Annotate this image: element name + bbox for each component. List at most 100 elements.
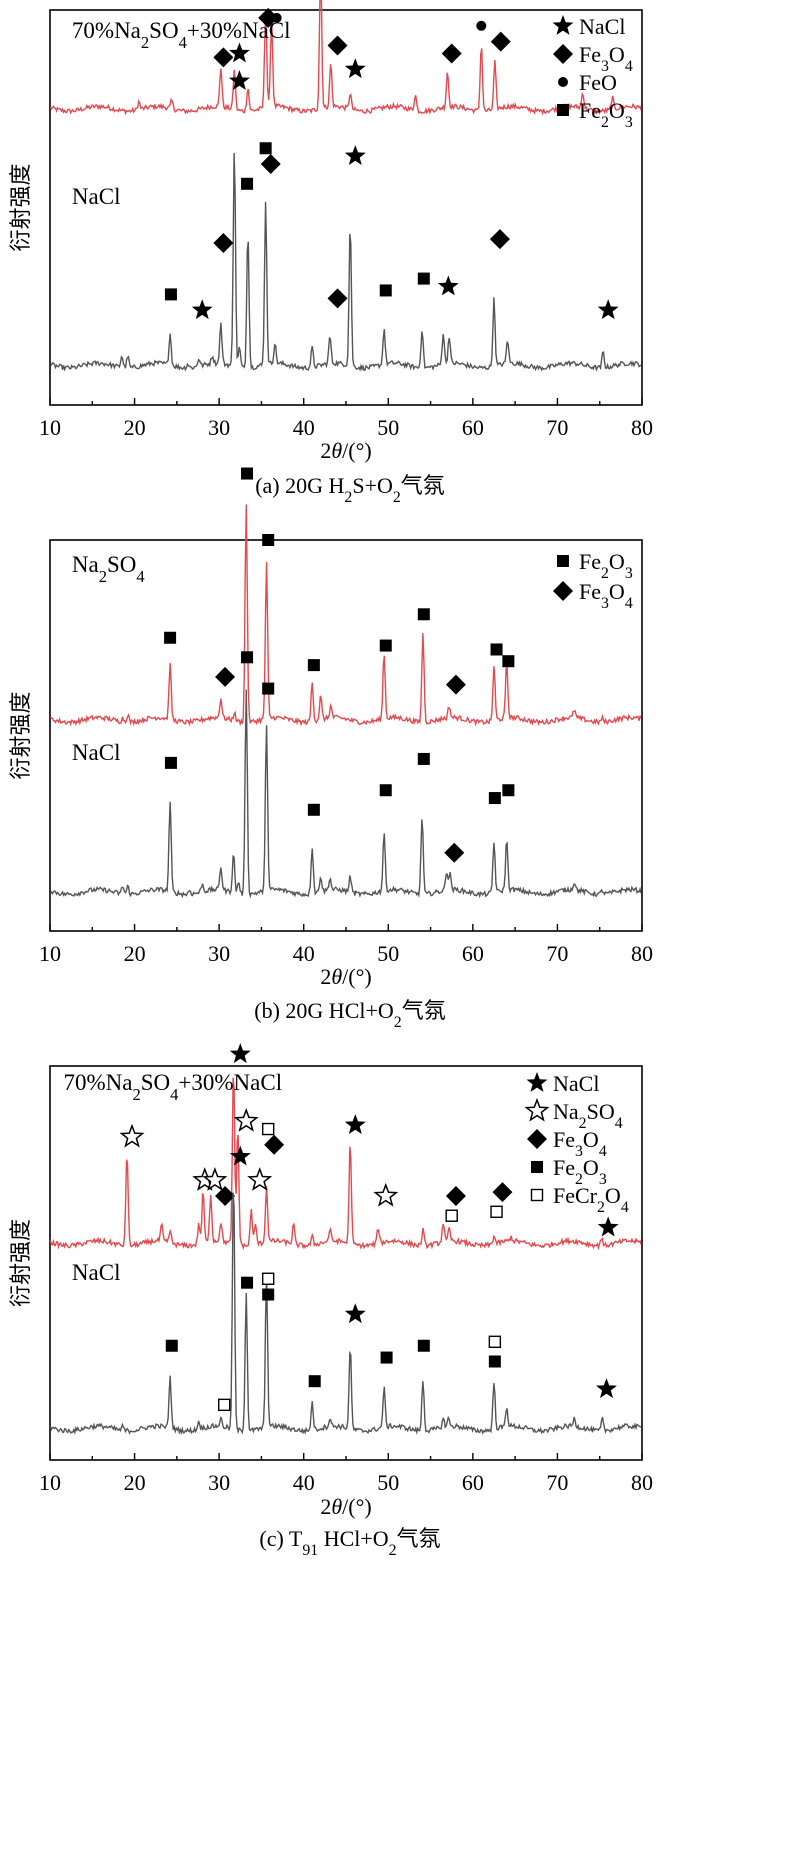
phase-marker-diamond (327, 288, 348, 309)
legend-label: NaCl (579, 14, 625, 39)
series-label: NaCl (72, 740, 121, 765)
diffraction-pattern-line (49, 1192, 642, 1436)
x-tick-label: 10 (39, 941, 61, 966)
legend-label: FeO (579, 70, 617, 95)
x-tick-label: 50 (377, 941, 399, 966)
x-tick-label: 80 (631, 415, 653, 440)
diffraction-pattern-line (49, 1077, 642, 1251)
phase-marker-square (308, 1375, 321, 1388)
plot-frame (49, 539, 643, 932)
phase-marker-diamond (441, 43, 462, 64)
phase-marker-square (165, 1339, 178, 1352)
legend-marker-diamond (553, 581, 573, 601)
phase-marker-diamond (213, 233, 234, 254)
phase-marker-square (417, 608, 430, 621)
legend-label: Fe3O4 (553, 1127, 607, 1160)
phase-marker-diamond (492, 1182, 513, 1203)
legend-label: Fe2O3 (579, 98, 633, 131)
series-label: 70%Na2SO4+30%NaCl (63, 1070, 282, 1104)
plot-frame (49, 1065, 643, 1461)
x-axis-label: 2θ/(°) (320, 438, 371, 463)
phase-marker-square (502, 784, 515, 797)
x-axis-label: 2θ/(°) (320, 964, 371, 989)
x-tick-label: 10 (39, 1470, 61, 1495)
series-upper: Na2SO4 (49, 467, 642, 727)
x-tick-label: 60 (462, 1470, 484, 1495)
phase-marker-star (596, 1378, 617, 1398)
phase-marker-diamond (327, 35, 348, 56)
diffraction-pattern-line (49, 0, 642, 116)
diffraction-pattern-line (49, 504, 642, 727)
phase-marker-square (164, 756, 177, 769)
legend-marker-star (526, 1072, 548, 1092)
legend-label: Fe3O4 (579, 42, 633, 75)
phase-marker-star (344, 145, 366, 166)
phase-marker-square (241, 177, 254, 190)
phase-marker-circle (271, 12, 282, 23)
phase-marker-square (259, 142, 272, 155)
phase-marker-square (379, 784, 392, 797)
x-tick-label: 50 (377, 415, 399, 440)
legend-label: Fe2O3 (579, 549, 633, 582)
legend-marker-square (531, 1161, 543, 1173)
phase-marker-diamond (260, 154, 281, 175)
legend-marker-square (557, 555, 569, 567)
phase-marker-square-open (261, 1272, 275, 1285)
x-tick-label: 50 (377, 1470, 399, 1495)
phase-marker-square (379, 284, 392, 297)
x-tick-label: 20 (124, 415, 146, 440)
phase-marker-star (344, 58, 366, 79)
phase-marker-square (417, 752, 430, 765)
phase-marker-square-open (490, 1205, 503, 1218)
phase-marker-square (417, 272, 430, 285)
x-tick-label: 70 (546, 415, 568, 440)
phase-marker-diamond (445, 1186, 466, 1207)
series-upper: 70%Na2SO4+30%NaCl (49, 1043, 642, 1251)
legend-label: NaCl (553, 1071, 599, 1096)
phase-marker-star (228, 70, 250, 90)
phase-marker-square (164, 631, 177, 644)
phase-marker-square (241, 651, 254, 664)
phase-marker-diamond (489, 229, 510, 250)
series-lower: NaCl (49, 1145, 642, 1436)
legend-marker-star-open (524, 1097, 550, 1122)
x-tick-label: 30 (208, 941, 230, 966)
phase-marker-star-open (233, 1108, 259, 1132)
phase-marker-square (488, 792, 501, 805)
phase-marker-star-open (119, 1123, 145, 1148)
x-tick-label: 10 (39, 415, 61, 440)
x-tick-label: 60 (462, 415, 484, 440)
x-tick-label: 60 (462, 941, 484, 966)
legend-marker-circle (558, 77, 568, 87)
phase-marker-diamond (213, 47, 234, 68)
phase-marker-diamond (215, 1186, 236, 1207)
chart-panel-c: 10 20 30 40 50 60 70 80 2θ/(°) 衍射强度 (c) T91 HCl+O2… (9, 1043, 653, 1559)
chart-caption: (a) 20G H2S+O2气氛 (255, 473, 445, 506)
diffraction-pattern-line (50, 152, 642, 372)
phase-marker-diamond (215, 666, 236, 687)
y-axis-label: 衍射强度 (9, 1219, 34, 1307)
phase-marker-square (241, 1276, 254, 1289)
x-tick-label: 40 (293, 415, 315, 440)
phase-marker-square (380, 1351, 393, 1364)
legend-label: Na2SO4 (553, 1099, 623, 1132)
phase-marker-star (597, 1216, 619, 1237)
x-tick-label: 80 (631, 941, 653, 966)
x-tick-label: 70 (546, 1470, 568, 1495)
phase-marker-star-open (202, 1167, 228, 1191)
phase-marker-star (344, 1114, 366, 1134)
phase-marker-square (164, 288, 177, 301)
chart-panel-a: 10 20 30 40 50 60 70 80 2θ/(°) 衍射强度 (a) 20G H2S+O2… (9, 0, 653, 506)
phase-marker-square (417, 1339, 430, 1352)
x-tick-label: 40 (293, 1470, 315, 1495)
phase-marker-star (437, 275, 459, 296)
phase-marker-square-open (261, 1122, 275, 1136)
x-axis-label: 2θ/(°) (320, 1494, 371, 1519)
phase-marker-diamond (444, 842, 465, 863)
legend-marker-star (552, 15, 574, 35)
plot-frame (49, 9, 643, 406)
series-upper: 70%Na2SO4+30%NaCl (49, 0, 642, 116)
